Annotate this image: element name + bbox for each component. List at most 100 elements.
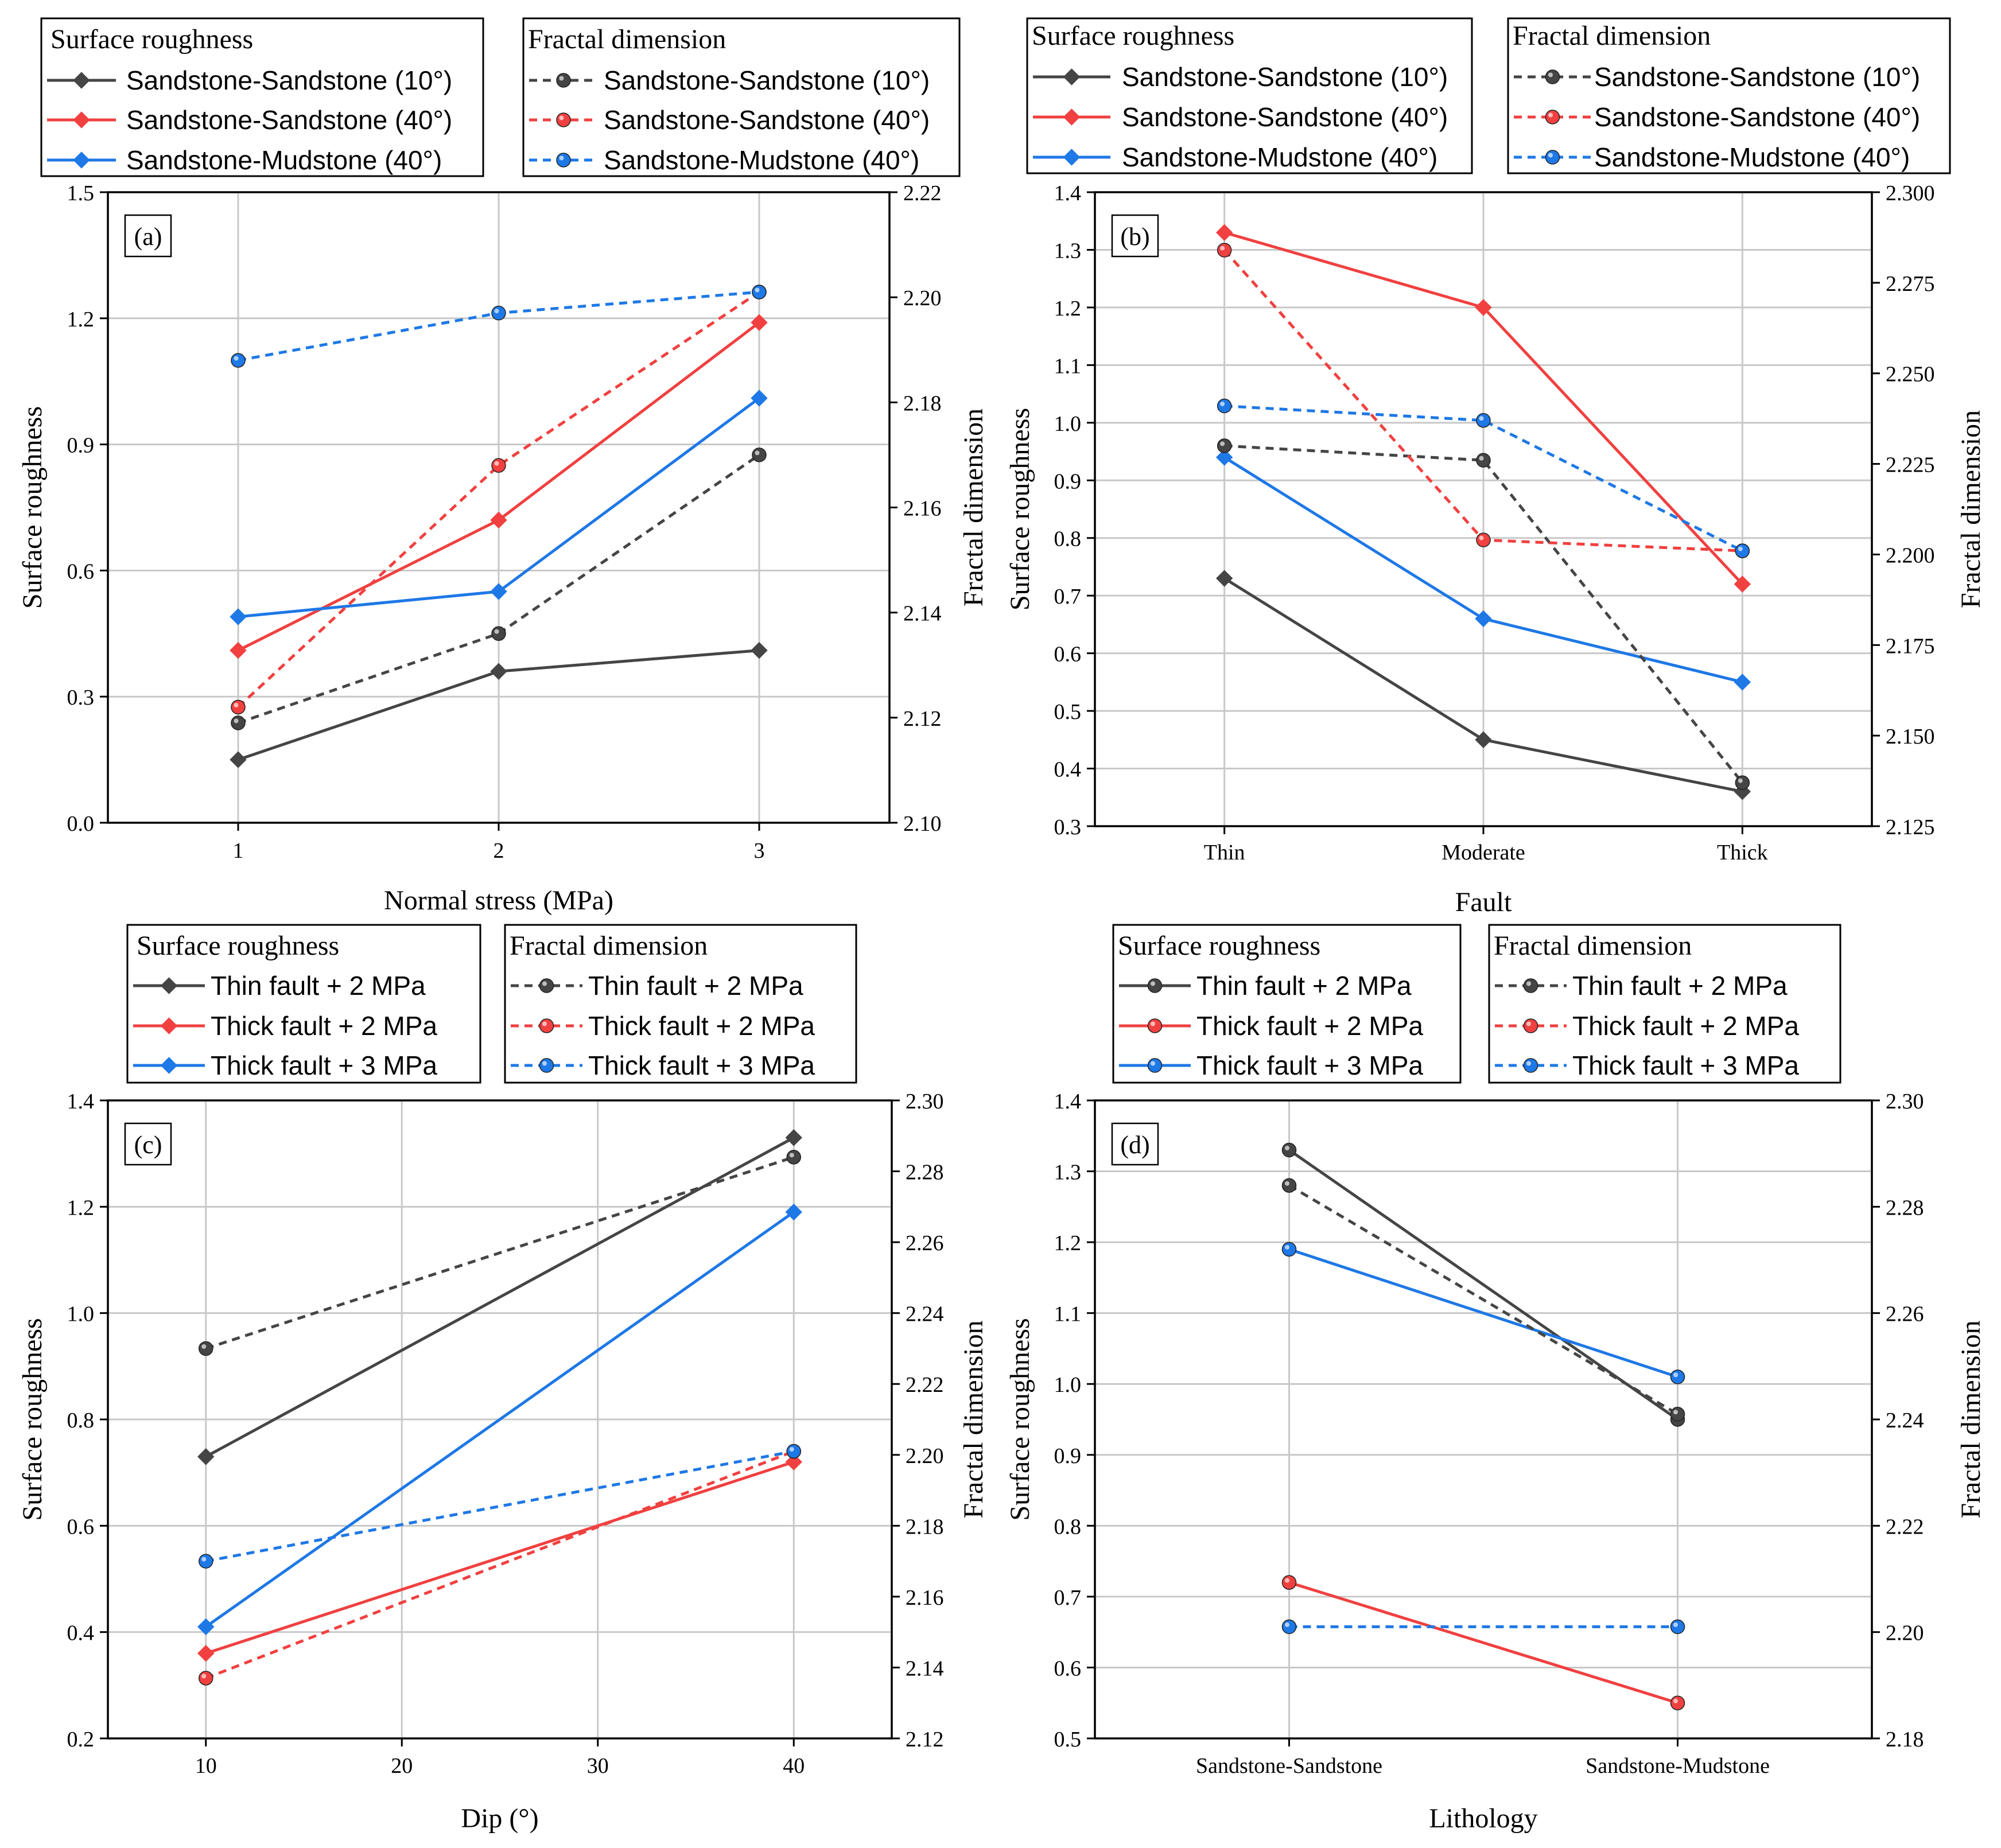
y2-tick-label: 2.20 [1886,1621,1924,1645]
data-point [197,1618,215,1636]
y-tick-label: 0.4 [67,1621,95,1645]
data-point [491,626,506,641]
y-tick-label: 1.0 [1054,412,1082,436]
legend-marker [1523,978,1538,993]
data-point [1735,543,1750,558]
data-point [786,1444,801,1459]
legend-marker [556,112,571,127]
y-axis-title: Surface roughness [17,406,48,609]
legend-title: Fractal dimension [1513,21,1711,51]
data-point [231,699,246,715]
x-tick-label: Moderate [1442,841,1525,865]
legend-marker-highlight [1548,72,1553,77]
data-point [490,583,507,600]
series-fractal-dimension-sandstone-mudstone-40deg [231,285,767,368]
data-point [1215,570,1233,587]
data-point [1475,610,1492,628]
data-point [1734,674,1751,691]
series-surface-roughness-sandstone-mudstone-40deg [1215,449,1751,691]
panel-label: (a) [134,223,162,251]
legend-marker [160,1017,178,1034]
data-point [199,1554,213,1569]
legend-title: Fractal dimension [510,931,708,961]
y2-tick-label: 2.18 [903,391,942,415]
legend-marker-highlight [1151,1021,1155,1026]
legend-marker-highlight [1526,981,1531,986]
legend-frame [1507,17,1951,174]
data-point-highlight [234,718,239,723]
legend-entry-label: Thick fault + 2 MPa [1196,1011,1423,1041]
y2-tick-label: 2.20 [903,286,942,310]
legend-title: Surface roughness [50,24,253,55]
data-point [1475,299,1492,316]
y-tick-label: 0.3 [67,686,95,710]
series-surface-roughness-thin-fault-2-mpa [197,1129,802,1465]
legend-surface-roughness: Surface roughness Sandstone-Sandstone (10… [40,17,484,177]
data-point [1476,413,1491,428]
series-line [1288,1248,1678,1379]
data-point-highlight [1673,1698,1678,1703]
y2-tick-label: 2.30 [1886,1090,1924,1114]
data-point [199,1671,213,1686]
data-point [1476,453,1491,468]
y-axis-title: Surface roughness [1005,1318,1035,1520]
legend-entry-label: Sandstone-Mudstone (40°) [1594,142,1910,172]
legend-entry-label: Thin fault + 2 MPa [588,971,803,1001]
legend-entry-label: Sandstone-Sandstone (10°) [1122,62,1448,92]
data-point [1281,1619,1297,1635]
x-axis-title: Lithology [1429,1803,1537,1834]
legend-marker [1063,108,1081,126]
y2-tick-label: 2.12 [906,1728,944,1752]
panel-d: 0.5 0.6 0.7 0.8 0.9 1.0 1.1 1.2 1.3 1.4 2.18 2.20 2.… [1005,924,1986,1834]
y2-tick-label: 2.28 [1886,1196,1924,1220]
y2-tick-label: 2.24 [1886,1409,1924,1433]
y2-axis-title: Fractal dimension [958,408,989,606]
legend-marker [160,977,178,994]
series-surface-roughness-thick-fault-3-mpa [1281,1242,1685,1384]
data-point-highlight [789,1447,794,1452]
data-point [490,511,507,529]
series-surface-roughness-sandstone-mudstone-40deg [230,390,768,625]
data-point [751,314,768,331]
legend-fractal-dimension: Fractal dimension Sandstone-Sandstone (10… [1507,17,1951,174]
y2-tick-label: 2.24 [906,1302,944,1326]
legend-surface-roughness: Surface roughness Thin fault + 2 MPa Thick… [1112,924,1462,1084]
y-tick-label: 0.6 [67,1515,95,1539]
panel-b: 0.3 0.4 0.5 0.6 0.7 0.8 0.9 1.0 1.1 1.2 1.3 1.4 2.12… [1005,17,1986,917]
series-fractal-dimension-thick-fault-2-mpa [199,1444,801,1686]
data-point-highlight [1220,402,1225,407]
data-point-highlight [789,1153,794,1158]
y2-tick-label: 2.18 [1886,1728,1924,1752]
y-tick-label: 1.3 [1054,239,1082,263]
data-point-highlight [1479,535,1484,540]
series-fractal-dimension-thick-fault-3-mpa [199,1444,801,1569]
y-tick-label: 0.5 [1054,1728,1082,1752]
series-surface-roughness-thick-fault-3-mpa [197,1203,802,1636]
y-tick-label: 0.8 [1054,1515,1082,1539]
data-point [1670,1370,1685,1384]
data-point [1735,775,1750,790]
data-point [1215,449,1233,466]
legend-entry-label: Thick fault + 3 MPa [588,1051,815,1080]
panel-label-box [124,1122,172,1166]
data-point-highlight [1673,1622,1678,1627]
y2-tick-label: 2.14 [906,1656,944,1680]
y2-tick-label: 2.26 [1886,1302,1924,1326]
data-point [230,608,247,625]
panel-label: (b) [1120,223,1149,251]
y2-tick-label: 2.225 [1886,453,1935,477]
data-point-highlight [1220,441,1225,446]
legend-entry-label: Sandstone-Mudstone (40°) [604,145,919,175]
y-tick-label: 0.9 [1054,1444,1082,1468]
legend-marker-highlight [542,1061,547,1066]
y-tick-label: 1.2 [67,308,95,332]
y2-tick-label: 2.22 [903,181,942,205]
y-tick-label: 1.4 [1054,181,1082,205]
legend-entry-label: Thin fault + 2 MPa [1572,971,1788,1001]
plot-frame [1094,1099,1873,1740]
x-axis-title: Fault [1455,887,1512,917]
legend-surface-roughness: Surface roughness Sandstone-Sandstone (10… [1026,17,1473,174]
legend-frame [1488,924,1841,1084]
legend-marker [1523,1058,1538,1073]
y-axis-title: Surface roughness [1005,408,1035,610]
